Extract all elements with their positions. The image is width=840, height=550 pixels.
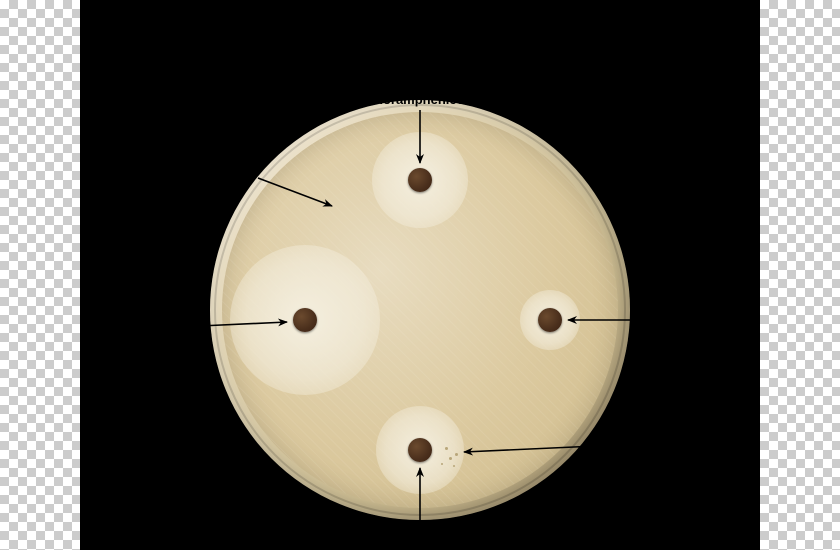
resistant-colony-dot [453,465,455,467]
figure-title-organism: Staphylococcus aureus [80,55,760,71]
antibiotic-disc-chlor [408,168,432,192]
antibiotic-disc-strep [408,438,432,462]
figure-title-method: Kirby-Bauer Method [80,34,760,52]
resistant-colony-dot [445,447,448,450]
callout-label-strep: Streptomycin [376,530,459,545]
resistant-colony-dot [449,457,452,460]
callout-label-chlor: Chloramphenicol [362,92,468,107]
callout-label-lawn: Lawn of S. aureus [140,170,251,185]
antibiotic-disc-tetra [293,308,317,332]
figure-area: Antibiotics - Testing Sensitivity Kirby-… [80,0,760,550]
callout-label-tetra: Tetracyclin [128,318,196,333]
resistant-colony-dot [441,463,443,465]
callout-label-penic: Penicillin [650,313,707,328]
transparency-checker-right [760,0,840,550]
antibiotic-disc-penic [538,308,562,332]
figure-title-main: Antibiotics - Testing Sensitivity [80,10,760,31]
transparency-checker-left [0,0,80,550]
callout-label-resist: Streptomycinresistant colonies [622,432,733,462]
resistant-colony-dot [455,453,458,456]
